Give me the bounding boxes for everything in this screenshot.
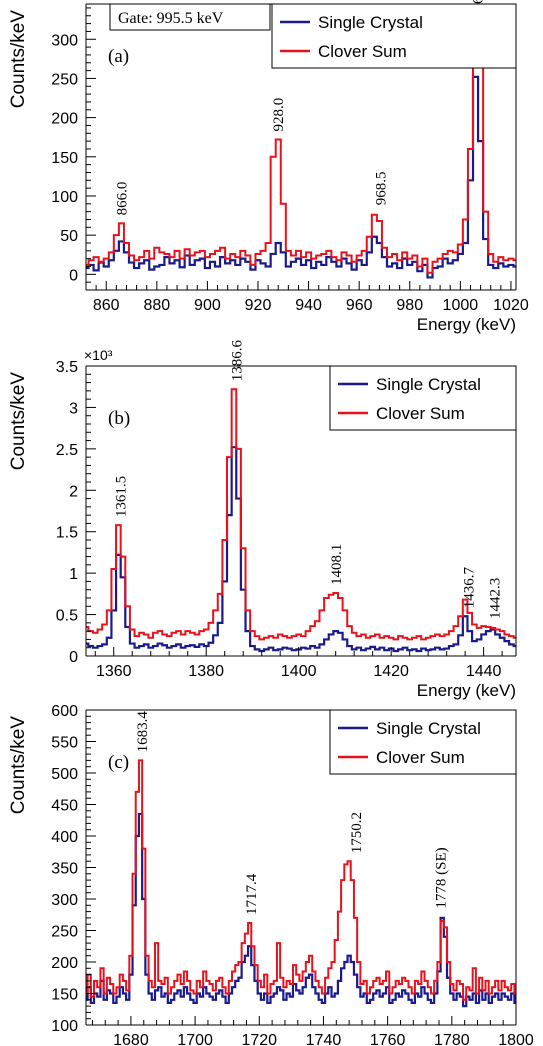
y-tick-label: 2.5 [56,442,78,459]
series-single-line [86,446,516,653]
series-clover-line [86,33,516,274]
x-tick-label: 1740 [306,1032,342,1046]
series-single-line [86,75,516,279]
y-tick-label: 200 [51,955,78,972]
panel-label: (c) [108,752,129,773]
y-tick-label: 150 [51,150,78,167]
x-tick-label: 1360 [96,663,132,680]
peak-label: 1717.4 [244,873,260,915]
y-tick-label: 250 [51,924,78,941]
legend-label-clover: Clover Sum [376,748,465,767]
y-tick-label: 3.5 [56,359,78,376]
y-tick-label: 600 [51,703,78,720]
y-tick-label: 300 [51,32,78,49]
y-axis-label: Counts/keV [8,372,29,471]
x-tick-label: 1680 [113,1032,149,1046]
y-multiplier: ×10³ [84,347,113,363]
legend-label-single: Single Crystal [318,13,423,32]
x-tick-label: 980 [396,297,423,314]
y-tick-label: 50 [60,228,78,245]
peak-label: 1361.5 [114,476,130,517]
y-axis-label: Counts/keV [8,10,29,109]
y-tick-label: 200 [51,111,78,128]
x-tick-label: 1720 [241,1032,277,1046]
y-tick-label: 300 [51,892,78,909]
legend-label-single: Single Crystal [376,375,481,394]
x-tick-label: 960 [346,297,373,314]
y-tick-label: 250 [51,71,78,88]
peak-label: 1778 (SE) [434,847,450,908]
x-tick-label: 1800 [498,1032,534,1046]
y-tick-label: 450 [51,798,78,815]
chart-panel-1: 860 880 900 920 940 960 980 1000 1020 0 50 100 150 20… [8,0,529,334]
x-tick-label: 880 [143,297,170,314]
y-axis-label: Counts/keV [8,716,29,815]
series-clover-line [86,759,516,1001]
peak-label: 1436.7 [461,566,477,608]
series-clover-line [86,388,516,641]
x-tick-label: 900 [194,297,221,314]
peak-label: 1386.6 [230,339,246,381]
x-tick-label: 1700 [177,1032,213,1046]
peak-label: 1442.3 [487,578,503,619]
legend-box [271,3,517,69]
y-tick-label: 0 [69,267,78,284]
chart-panel-3: 1680 1700 1720 1740 1760 1780 1800 100 150 200 250… [8,703,534,1046]
peak-label: 866.0 [114,182,130,216]
y-tick-label: 100 [51,189,78,206]
x-tick-label: 860 [93,297,120,314]
peak-label: 968.5 [374,171,390,205]
y-tick-label: 150 [51,987,78,1004]
y-tick-label: 3 [69,400,78,417]
chart-panel-2: 1360 1380 1400 1420 1440 0 0.5 1 1.5 2 2.5 3 3.5 ×10³… [8,339,517,700]
peak-label: 928.0 [271,98,287,132]
y-tick-label: 0.5 [56,608,78,625]
y-tick-label: 0 [69,649,78,666]
x-axis-label: Energy (keV) [417,315,516,334]
y-tick-label: 2 [69,483,78,500]
x-tick-label: 920 [245,297,272,314]
peak-label: 1683.4 [135,711,151,753]
x-tick-label: 1400 [281,663,317,680]
x-tick-label: 940 [295,297,322,314]
x-tick-label: 1760 [370,1032,406,1046]
peak-label: 1408.1 [329,544,345,585]
x-tick-label: 1020 [493,297,529,314]
legend-label-clover: Clover Sum [318,42,407,61]
y-tick-label: 100 [51,1018,78,1035]
y-tick-label: 550 [51,735,78,752]
y-tick-label: 500 [51,766,78,783]
x-tick-label: 1000 [443,297,479,314]
legend-box [329,365,517,431]
y-tick-label: 1 [69,566,78,583]
gate-label-box [109,3,271,31]
panel-label: (a) [108,46,129,67]
legend-box [329,709,517,775]
legend-label-single: Single Crystal [376,719,481,738]
x-tick-label: 1440 [466,663,502,680]
x-tick-label: 1420 [373,663,409,680]
series-single-line [86,812,516,1008]
legend-label-clover: Clover Sum [376,404,465,423]
y-tick-label: 400 [51,829,78,846]
y-tick-label: 350 [51,861,78,878]
gate-label: Gate: 995.5 keV [118,10,224,27]
panel-label: (b) [108,408,130,429]
x-tick-label: 1380 [188,663,224,680]
peak-label: 1750.2 [349,812,365,853]
x-axis-label: Energy (keV) [417,681,516,700]
y-tick-label: 1.5 [56,525,78,542]
x-tick-label: 1780 [434,1032,470,1046]
